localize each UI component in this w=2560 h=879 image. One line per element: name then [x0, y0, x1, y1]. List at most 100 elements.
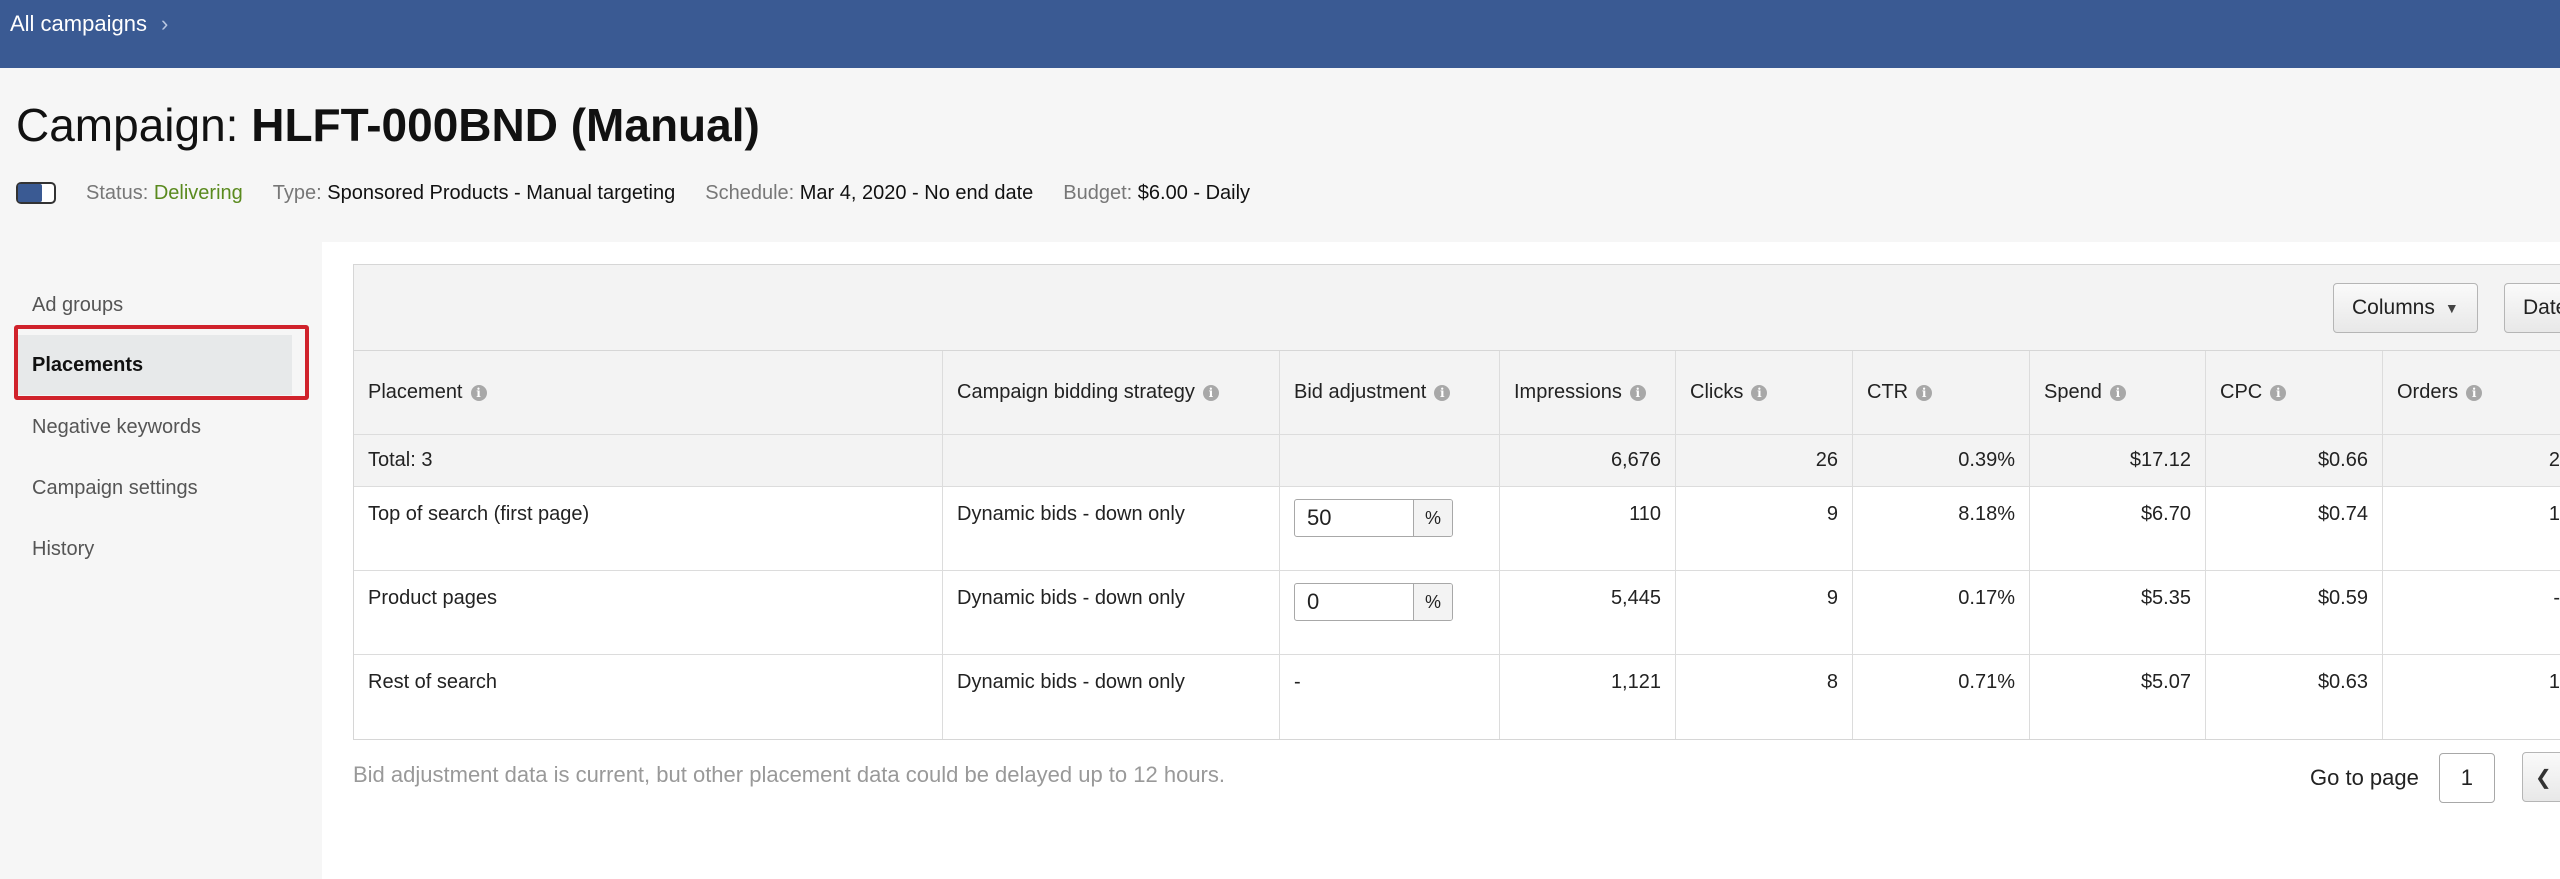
budget-meta: Budget: $6.00 - Daily	[1063, 182, 1250, 205]
total-strategy	[943, 435, 1280, 486]
sidebar-item-placements[interactable]: Placements	[16, 335, 292, 395]
page-title-prefix: Campaign:	[16, 99, 252, 151]
schedule-value: Mar 4, 2020 - No end date	[799, 181, 1034, 204]
bid-adjustment-input[interactable]: 0 %	[1294, 583, 1453, 621]
breadcrumb[interactable]: All campaigns ›	[10, 8, 168, 40]
orders: 1	[2548, 671, 2560, 693]
bid-adjustment-value[interactable]: 0	[1307, 589, 1320, 614]
total-clicks: 26	[1676, 435, 1853, 486]
info-icon[interactable]: i	[2466, 384, 2483, 401]
date-button-label: Date	[2523, 296, 2560, 319]
goto-label: Go to page	[2310, 765, 2419, 790]
page-number-input[interactable]: 1	[2438, 753, 2495, 803]
orders: 1	[2548, 503, 2560, 525]
header-impressions[interactable]: Impressions i	[1500, 351, 1676, 434]
sidebar-item-history[interactable]: History	[32, 537, 95, 560]
table-header-row: Placement i Campaign bidding strategy i Bi…	[354, 351, 2560, 435]
total-cpc: $0.66	[2206, 435, 2383, 486]
ctr: 8.18%	[1853, 487, 2030, 570]
impressions: 1,121	[1500, 655, 1676, 739]
columns-button[interactable]: Columns ▼	[2333, 283, 2478, 333]
info-icon[interactable]: i	[1202, 384, 1219, 401]
bidding-strategy: Dynamic bids - down only	[943, 571, 1280, 654]
impressions: 110	[1500, 487, 1676, 570]
pagination-goto: Go to page 1	[2310, 752, 2495, 804]
table-row: Product pages Dynamic bids - down only 0…	[354, 571, 2560, 655]
percent-unit: %	[1413, 584, 1452, 620]
header-bidding-strategy[interactable]: Campaign bidding strategy i	[943, 351, 1280, 434]
header-cpc-label: CPC	[2220, 381, 2263, 403]
header-ctr[interactable]: CTR i	[1853, 351, 2030, 434]
spend: $6.70	[2030, 487, 2206, 570]
previous-page-button[interactable]: ❮	[2522, 752, 2560, 802]
bid-adjustment-cell: 0 %	[1280, 571, 1500, 654]
cpc: $0.59	[2206, 571, 2383, 654]
info-icon[interactable]: i	[1916, 384, 1933, 401]
type-meta: Type: Sponsored Products - Manual target…	[273, 182, 675, 205]
spend: $5.07	[2030, 655, 2206, 739]
bidding-strategy: Dynamic bids - down only	[943, 655, 1280, 739]
header-clicks[interactable]: Clicks i	[1676, 351, 1853, 434]
info-icon[interactable]: i	[2109, 384, 2126, 401]
header-spend[interactable]: Spend i	[2030, 351, 2206, 434]
sidebar-item-campaign-settings[interactable]: Campaign settings	[32, 476, 198, 499]
bid-adjustment-value[interactable]: 50	[1307, 505, 1332, 530]
schedule-label: Schedule:	[705, 181, 795, 204]
info-icon[interactable]: i	[1751, 384, 1768, 401]
total-orders: 2	[2548, 449, 2560, 471]
header-placement[interactable]: Placement i	[354, 351, 943, 434]
placement-name: Top of search (first page)	[354, 487, 943, 570]
top-nav-bar: All campaigns ›	[0, 0, 2560, 68]
info-icon[interactable]: i	[470, 384, 487, 401]
status-value: Delivering	[153, 181, 243, 204]
date-range-button[interactable]: Date	[2504, 283, 2560, 333]
campaign-meta: Status: Delivering Type: Sponsored Produ…	[16, 178, 1280, 208]
placement-name: Rest of search	[354, 655, 943, 739]
clicks: 9	[1676, 571, 1853, 654]
data-delay-note: Bid adjustment data is current, but othe…	[353, 762, 1225, 787]
columns-button-label: Columns	[2352, 296, 2435, 319]
table-toolbar: Columns ▼ Date	[354, 265, 2560, 351]
bid-adjustment-empty: -	[1294, 671, 1301, 693]
sidebar-item-ad-groups[interactable]: Ad groups	[32, 293, 124, 316]
type-value: Sponsored Products - Manual targeting	[327, 181, 676, 204]
info-icon[interactable]: i	[1434, 384, 1451, 401]
header-bid-adjustment-label: Bid adjustment	[1294, 381, 1427, 403]
placements-table: Columns ▼ Date Placement i Campaign biddi…	[353, 264, 2560, 740]
total-spend: $17.12	[2030, 435, 2206, 486]
budget-value: $6.00 - Daily	[1137, 181, 1251, 204]
total-impressions: 6,676	[1500, 435, 1676, 486]
clicks: 8	[1676, 655, 1853, 739]
table-row: Top of search (first page) Dynamic bids …	[354, 487, 2560, 571]
type-label: Type:	[272, 181, 322, 204]
caret-down-icon: ▼	[2444, 300, 2459, 316]
header-bidding-strategy-label: Campaign bidding strategy	[957, 381, 1195, 403]
placements-highlight-box	[14, 325, 309, 400]
info-icon[interactable]: i	[1629, 384, 1646, 401]
page-title: Campaign: HLFT-000BND (Manual)	[16, 98, 760, 152]
breadcrumb-all-campaigns[interactable]: All campaigns	[10, 11, 147, 36]
total-ctr: 0.39%	[1853, 435, 2030, 486]
placement-name: Product pages	[354, 571, 943, 654]
ctr: 0.71%	[1853, 655, 2030, 739]
orders: -	[2553, 587, 2560, 609]
header-placement-label: Placement	[368, 381, 463, 403]
header-cpc[interactable]: CPC i	[2206, 351, 2383, 434]
schedule-meta: Schedule: Mar 4, 2020 - No end date	[705, 182, 1033, 205]
info-icon[interactable]: i	[2270, 384, 2287, 401]
campaign-enabled-toggle[interactable]	[16, 182, 56, 204]
chevron-left-icon: ❮	[2535, 766, 2552, 789]
cpc: $0.74	[2206, 487, 2383, 570]
sidebar-item-negative-keywords[interactable]: Negative keywords	[32, 415, 201, 438]
table-total-row: Total: 3 6,676 26 0.39% $17.12 $0.66 2	[354, 435, 2560, 487]
total-label: Total: 3	[354, 435, 943, 486]
impressions: 5,445	[1500, 571, 1676, 654]
bid-adjustment-input[interactable]: 50 %	[1294, 499, 1453, 537]
chevron-right-icon: ›	[160, 11, 169, 36]
header-orders[interactable]: Orders i	[2383, 351, 2560, 434]
ctr: 0.17%	[1853, 571, 2030, 654]
percent-unit: %	[1413, 500, 1452, 536]
header-bid-adjustment[interactable]: Bid adjustment i	[1280, 351, 1500, 434]
status-meta: Status: Delivering	[86, 182, 243, 205]
header-clicks-label: Clicks	[1690, 381, 1744, 403]
